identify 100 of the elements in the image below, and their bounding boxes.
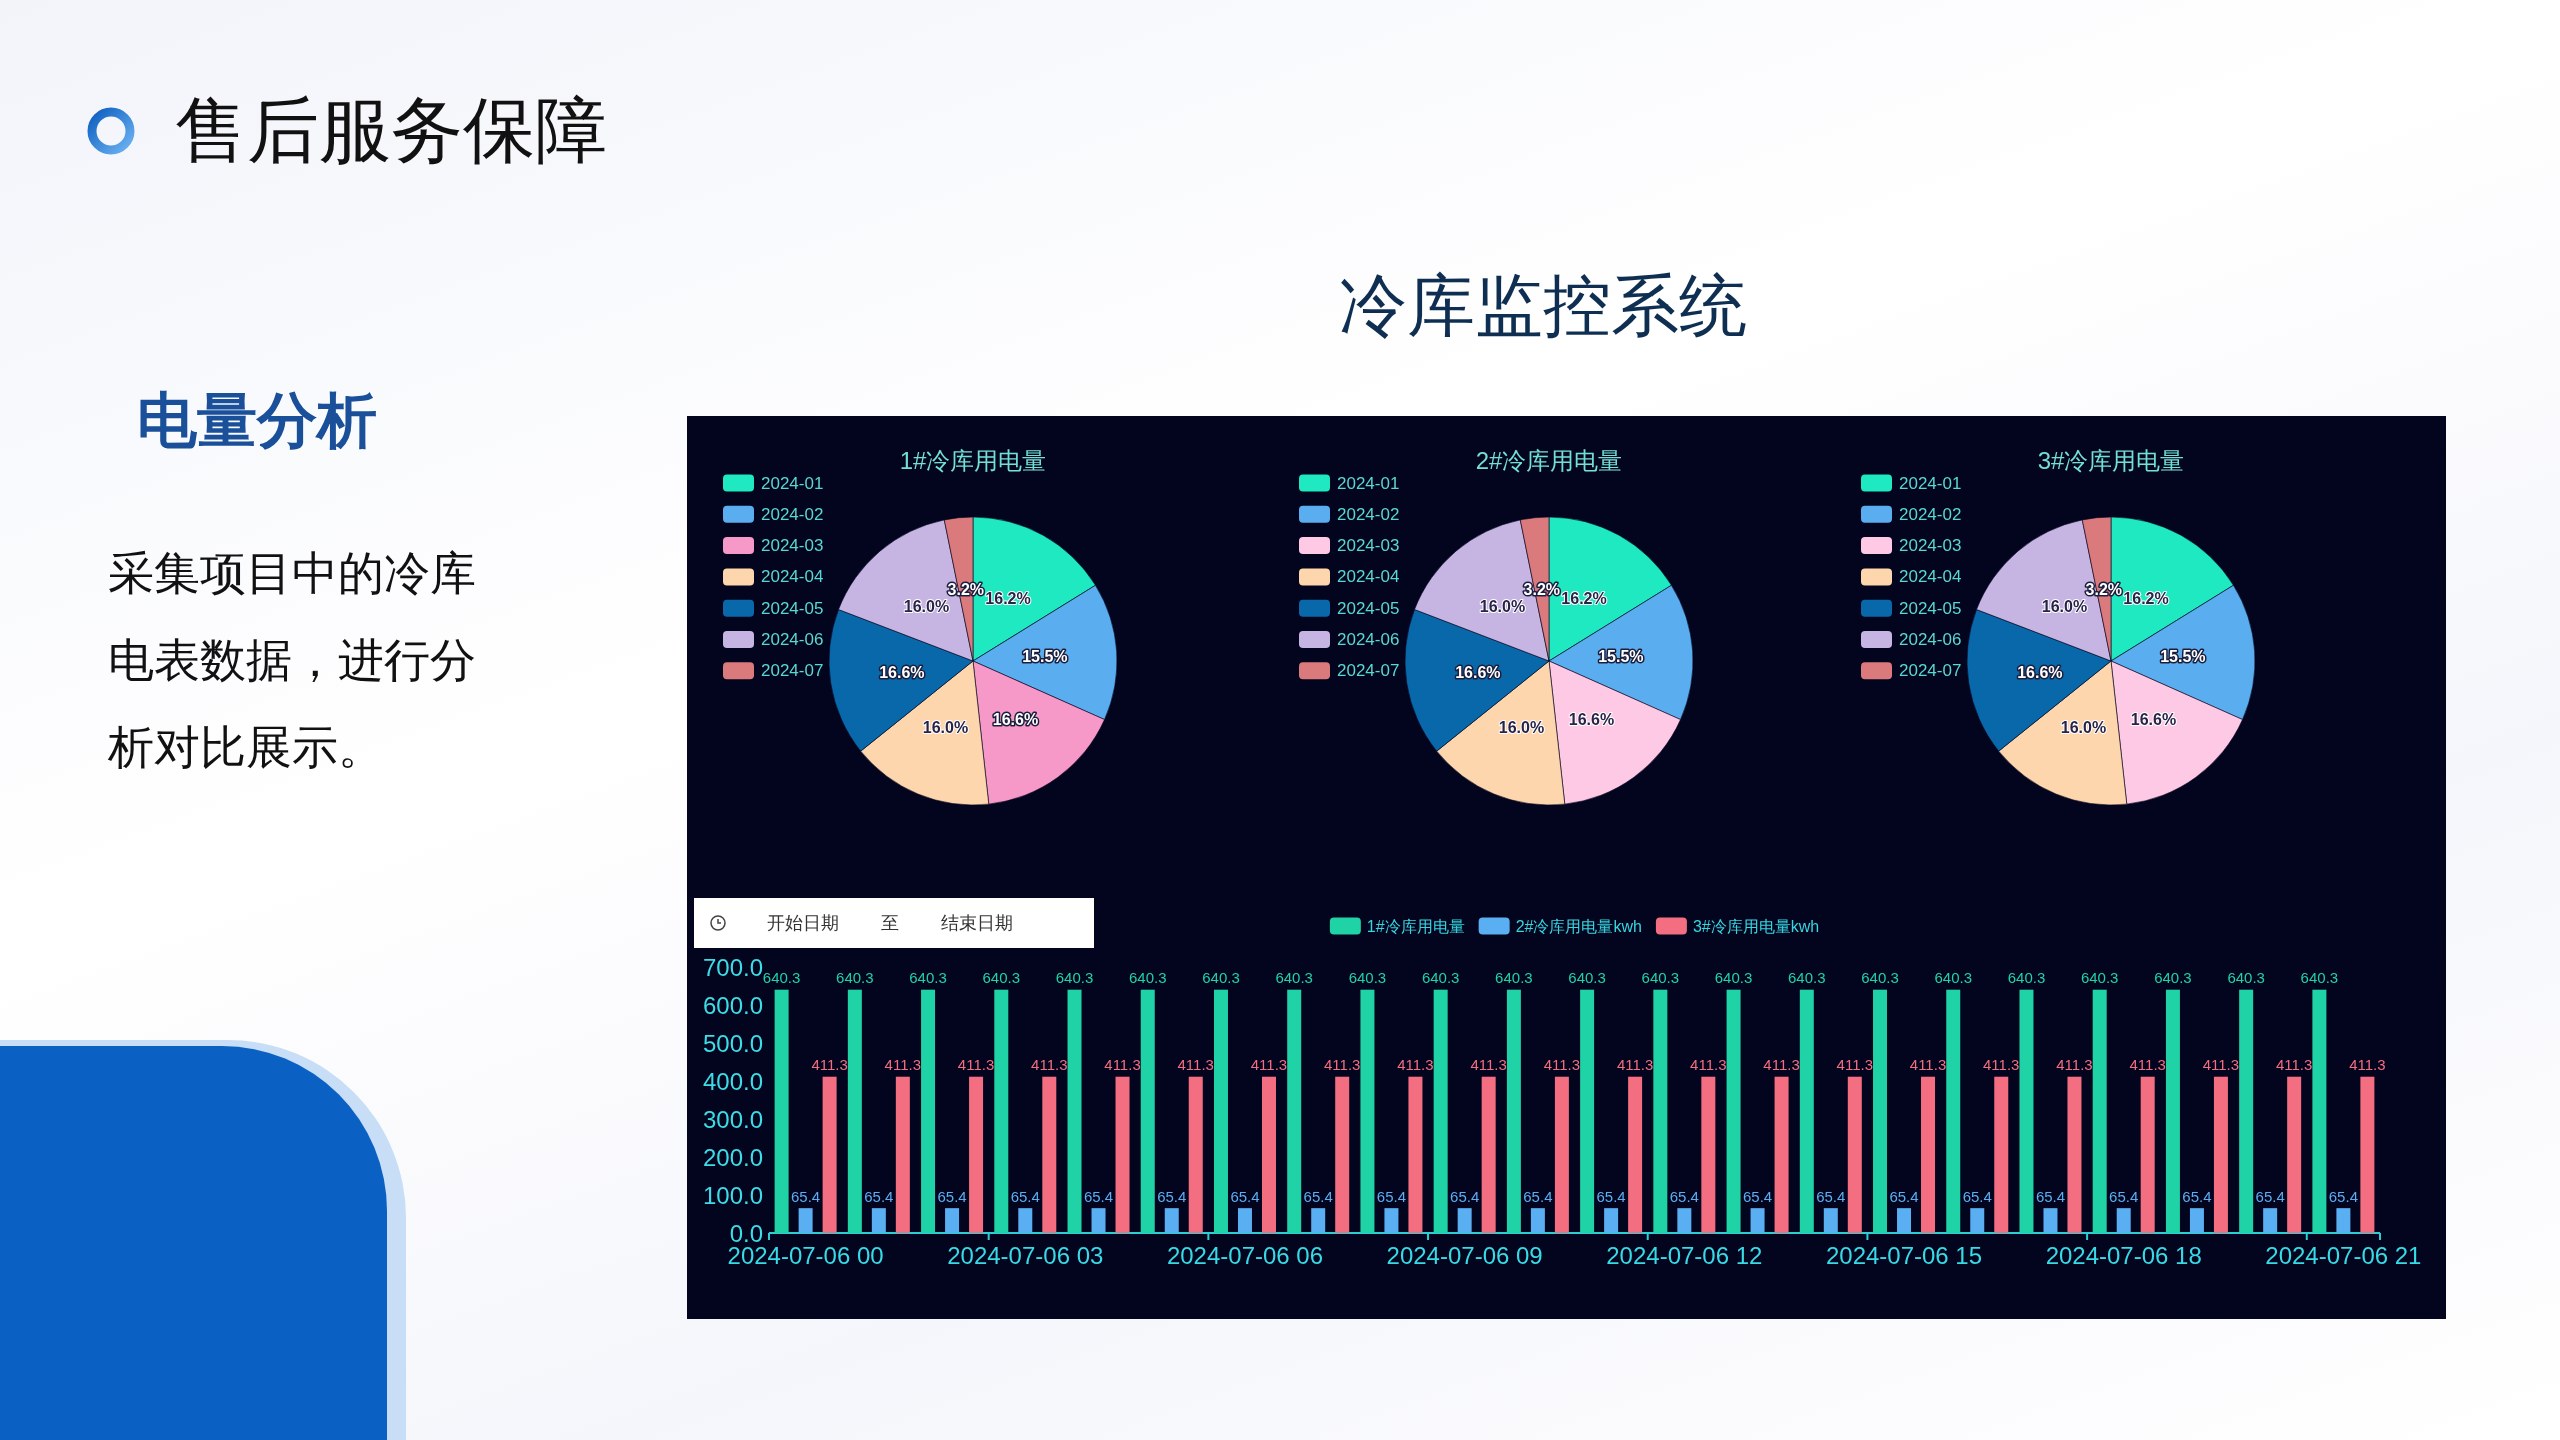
bar [1018,1208,1033,1233]
bar [1628,1076,1643,1233]
data-label: 16.0% [922,719,969,737]
bar [1384,1208,1399,1233]
legend-label: 2024-07 [761,661,824,681]
data-label: 65.4 [1523,1187,1553,1205]
data-label: 3.2% [2085,580,2123,598]
data-label: 65.4 [1816,1187,1846,1205]
bar [1213,989,1228,1233]
legend-label: 2024-02 [761,504,824,524]
data-label: 16.6% [879,663,925,681]
data-label: 65.4 [1742,1187,1773,1205]
bar [945,1208,960,1233]
bar [798,1208,813,1233]
data-label: 65.4 [937,1187,967,1205]
data-label: 411.3 [1177,1056,1214,1074]
data-label: 65.4 [2035,1187,2066,1205]
data-label: 65.4 [2255,1187,2285,1205]
y-tick-label: 700.0 [702,953,763,981]
bar [969,1076,984,1233]
data-label: 640.3 [1348,969,1387,987]
bar [1164,1208,1179,1233]
bar [1873,989,1888,1233]
bar [2239,989,2254,1233]
bar [774,989,789,1233]
x-tick-label: 2024-07-06 12 [1606,1241,1763,1269]
data-label: 640.3 [762,969,801,987]
data-label: 15.5% [2160,647,2206,665]
bar [847,989,862,1233]
bar [1774,1076,1789,1233]
bar [2067,1076,2082,1233]
bar [1946,989,1961,1233]
bar [895,1076,910,1233]
data-label: 411.3 [2129,1056,2166,1074]
legend-label: 2024-01 [761,473,824,493]
data-label: 65.4 [1157,1187,1187,1205]
bar [2043,1208,2058,1233]
data-label: 16.2% [2123,589,2169,607]
data-label: 411.3 [2349,1056,2386,1074]
data-label: 411.3 [1690,1056,1727,1074]
data-label: 65.4 [1010,1187,1040,1205]
data-label: 640.3 [1934,969,1973,987]
data-label: 65.4 [2182,1187,2212,1205]
data-label: 65.4 [1083,1187,1114,1205]
data-label: 640.3 [1495,969,1533,987]
text: 开始日期 [767,913,839,933]
bar [1188,1076,1203,1233]
data-label: 65.4 [2109,1187,2139,1205]
text: 冷库监控系统 [1339,267,1747,347]
chart-title: 2#冷库用电量 [1475,446,1623,474]
chart-title: 1#冷库用电量 [899,446,1047,474]
data-label: 411.3 [811,1056,848,1074]
data-label: 16.6% [1455,663,1501,681]
data-label: 65.4 [2328,1187,2358,1205]
data-label: 15.5% [1598,647,1644,665]
data-label: 16.6% [992,710,1039,728]
data-label: 640.3 [1568,969,1606,987]
data-label: 411.3 [1250,1056,1288,1074]
bar [1554,1076,1569,1233]
data-label: 640.3 [2300,969,2339,987]
bar [1360,989,1375,1233]
x-tick-label: 2024-07-06 06 [1166,1241,1324,1269]
chart-title: 3#冷库用电量 [2037,446,2185,474]
data-label: 640.3 [1861,969,1899,987]
data-label: 640.3 [1202,969,1240,987]
data-label: 411.3 [1983,1056,2020,1074]
data-label: 640.3 [2007,969,2046,987]
bar [1457,1208,1472,1233]
legend-label: 2024-05 [761,598,824,618]
data-label: 16.0% [2060,719,2107,737]
data-label: 640.3 [836,969,874,987]
bar [1261,1076,1276,1233]
y-tick-label: 400.0 [702,1067,763,1095]
data-label: 16.0% [1498,719,1545,737]
data-label: 411.3 [884,1056,922,1074]
legend-label: 2024-03 [761,536,824,556]
legend-label: 2024-03 [1337,536,1400,556]
legend-label: 2024-06 [1899,630,1962,649]
bar [2189,1208,2204,1233]
legend-label: 2024-07 [1337,661,1400,681]
bar [1335,1076,1350,1233]
text: 结束日期 [941,913,1013,933]
bar [2336,1208,2351,1233]
data-label: 411.3 [2056,1056,2093,1074]
data-label: 65.4 [1669,1187,1699,1205]
data-label: 3.2% [1523,580,1561,598]
x-tick-label: 2024-07-06 03 [947,1241,1104,1269]
bar [1604,1208,1619,1233]
bar [2360,1076,2375,1233]
text: 电量分析 [137,386,377,456]
legend-label: 2024-06 [1337,630,1400,649]
data-label: 411.3 [1323,1056,1361,1074]
data-label: 65.4 [1962,1187,1992,1205]
bar [1311,1208,1326,1233]
bar [822,1076,837,1233]
bar [2019,989,2034,1233]
y-tick-label: 500.0 [702,1029,763,1057]
x-tick-label: 2024-07-06 21 [2265,1241,2422,1269]
bar [1970,1208,1985,1233]
bar [994,989,1009,1233]
